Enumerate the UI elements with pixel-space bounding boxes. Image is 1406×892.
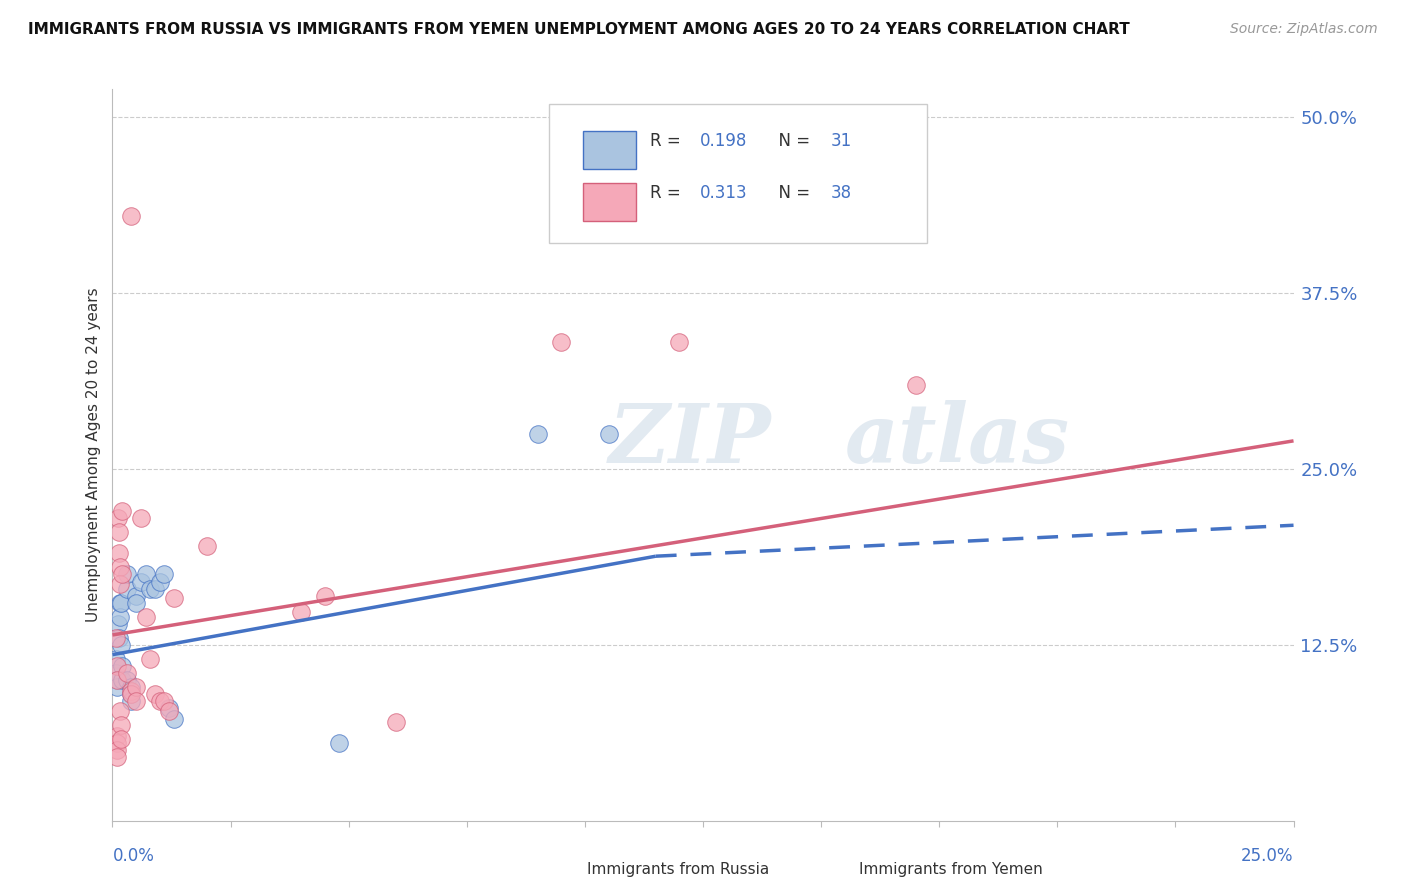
Text: 0.313: 0.313 [699, 185, 747, 202]
Point [328, 736, 350, 750]
FancyBboxPatch shape [582, 183, 636, 221]
Point [125, 694, 148, 708]
Point [111, 673, 134, 687]
Text: 25.0%: 25.0% [1241, 847, 1294, 865]
Text: N =: N = [768, 185, 815, 202]
Point [129, 574, 152, 589]
Point [195, 539, 218, 553]
Point [110, 596, 132, 610]
Point [105, 750, 128, 764]
Point [108, 560, 131, 574]
Point [385, 715, 408, 730]
Text: 0.198: 0.198 [699, 132, 747, 150]
Point [125, 680, 148, 694]
Point [111, 504, 134, 518]
Point [108, 596, 131, 610]
Point [157, 701, 180, 715]
Point [110, 718, 132, 732]
Point [105, 665, 128, 680]
Point [107, 511, 129, 525]
Point [108, 704, 131, 718]
Point [105, 729, 128, 743]
Point [105, 673, 128, 687]
Text: 0.0%: 0.0% [112, 847, 155, 865]
Point [149, 574, 172, 589]
Text: R =: R = [650, 185, 686, 202]
Point [105, 631, 128, 645]
Point [135, 567, 157, 582]
Point [107, 525, 129, 540]
Point [105, 680, 128, 694]
Text: N =: N = [768, 132, 815, 150]
Text: ZIP: ZIP [609, 401, 770, 480]
Point [115, 582, 138, 596]
Text: Immigrants from Yemen: Immigrants from Yemen [859, 863, 1043, 877]
Point [105, 743, 128, 757]
Point [111, 659, 134, 673]
Point [107, 616, 129, 631]
FancyBboxPatch shape [550, 103, 928, 243]
Point [135, 609, 157, 624]
Text: Immigrants from Russia: Immigrants from Russia [588, 863, 769, 877]
Point [115, 665, 138, 680]
Point [143, 687, 166, 701]
Point [668, 335, 690, 350]
Point [110, 638, 132, 652]
Point [120, 684, 142, 698]
Point [120, 687, 142, 701]
Y-axis label: Unemployment Among Ages 20 to 24 years: Unemployment Among Ages 20 to 24 years [86, 287, 101, 623]
Point [120, 209, 142, 223]
FancyBboxPatch shape [582, 131, 636, 169]
Point [110, 732, 132, 747]
Point [904, 377, 927, 392]
Point [105, 659, 128, 673]
Point [120, 694, 142, 708]
Point [526, 426, 548, 441]
Point [139, 582, 162, 596]
Point [153, 694, 176, 708]
Point [108, 631, 131, 645]
Text: R =: R = [650, 132, 686, 150]
Point [129, 511, 152, 525]
Point [314, 589, 336, 603]
Point [105, 652, 128, 666]
Point [143, 582, 166, 596]
Point [120, 680, 142, 694]
Point [115, 673, 138, 687]
Point [153, 567, 176, 582]
FancyBboxPatch shape [526, 859, 574, 880]
Point [105, 736, 128, 750]
Text: IMMIGRANTS FROM RUSSIA VS IMMIGRANTS FROM YEMEN UNEMPLOYMENT AMONG AGES 20 TO 24: IMMIGRANTS FROM RUSSIA VS IMMIGRANTS FRO… [28, 22, 1130, 37]
Point [550, 335, 572, 350]
Point [139, 652, 162, 666]
Point [111, 567, 134, 582]
Point [105, 673, 128, 687]
Text: Source: ZipAtlas.com: Source: ZipAtlas.com [1230, 22, 1378, 37]
Text: 38: 38 [831, 185, 852, 202]
Point [598, 426, 620, 441]
Point [163, 591, 186, 606]
Point [108, 577, 131, 591]
Point [115, 567, 138, 582]
Point [163, 712, 186, 726]
Point [108, 609, 131, 624]
Text: atlas: atlas [845, 401, 1070, 480]
Point [125, 596, 148, 610]
Point [290, 606, 312, 620]
Point [108, 546, 131, 560]
Point [149, 694, 172, 708]
FancyBboxPatch shape [797, 859, 845, 880]
Text: 31: 31 [831, 132, 852, 150]
Point [120, 687, 142, 701]
Point [125, 589, 148, 603]
Point [157, 704, 180, 718]
